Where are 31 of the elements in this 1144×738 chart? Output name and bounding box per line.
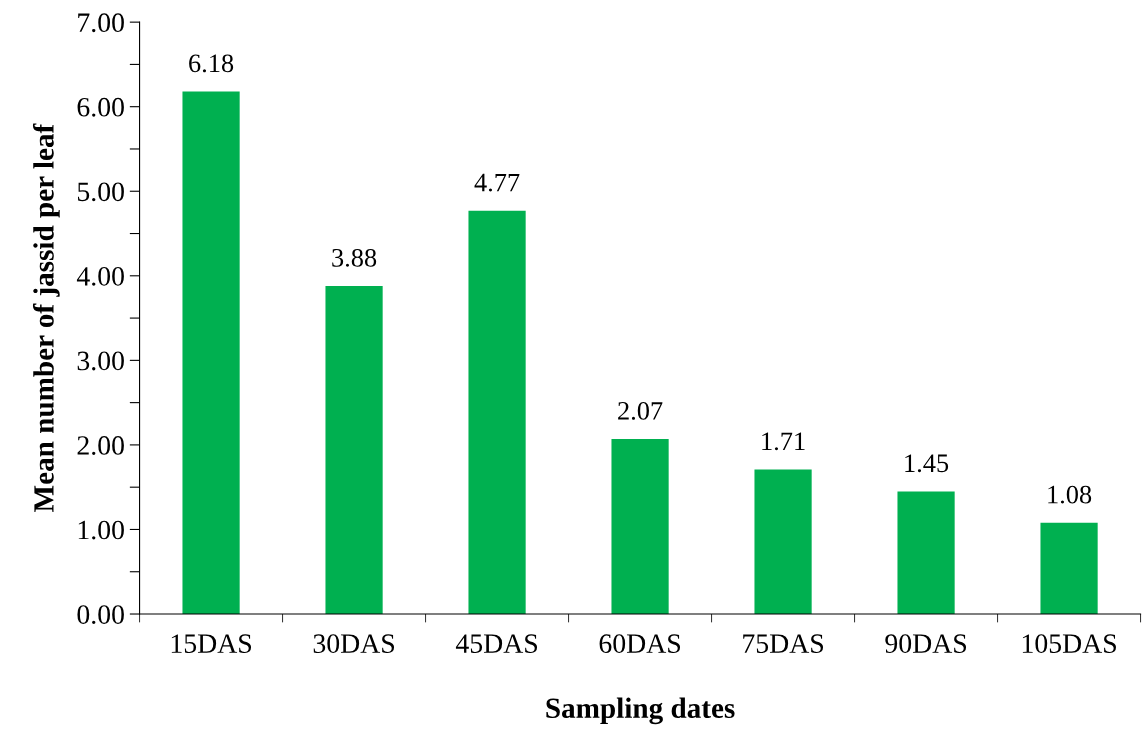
x-tick-label: 15DAS	[171, 634, 252, 654]
bar	[754, 469, 812, 615]
data-label: 2.07	[618, 401, 663, 420]
bar	[897, 491, 955, 615]
data-label: 1.45	[905, 454, 949, 473]
bar	[611, 438, 669, 615]
bar	[325, 285, 383, 615]
y-tick-label: 0.00	[77, 605, 124, 625]
bar	[182, 91, 240, 615]
y-axis-title: Mean number of jassid per leaf	[32, 123, 60, 512]
data-label: 1.08	[1048, 485, 1092, 504]
x-tick-label: 75DAS	[743, 634, 824, 654]
x-tick-label: 45DAS	[455, 634, 538, 654]
x-axis-title: Sampling dates	[546, 697, 735, 725]
y-tick-label: 5.00	[77, 182, 124, 202]
x-tick-label: 30DAS	[313, 634, 395, 654]
x-tick-label: 90DAS	[885, 634, 967, 654]
data-label: 4.77	[474, 173, 520, 192]
y-tick-label: 6.00	[77, 97, 124, 117]
y-tick-label: 2.00	[77, 436, 124, 455]
x-tick-label: 105DAS	[1022, 634, 1116, 654]
data-label: 6.18	[189, 54, 234, 73]
y-tick-label: 1.00	[78, 520, 124, 540]
x-tick-label: 60DAS	[599, 634, 681, 654]
data-label: 1.71	[762, 432, 805, 451]
bar	[468, 210, 526, 615]
y-tick-label: 7.00	[78, 13, 124, 33]
y-tick-label: 3.00	[77, 351, 124, 371]
y-tick-label: 4.00	[76, 266, 124, 286]
data-label: 3.88	[332, 248, 377, 267]
bar	[1040, 522, 1098, 615]
